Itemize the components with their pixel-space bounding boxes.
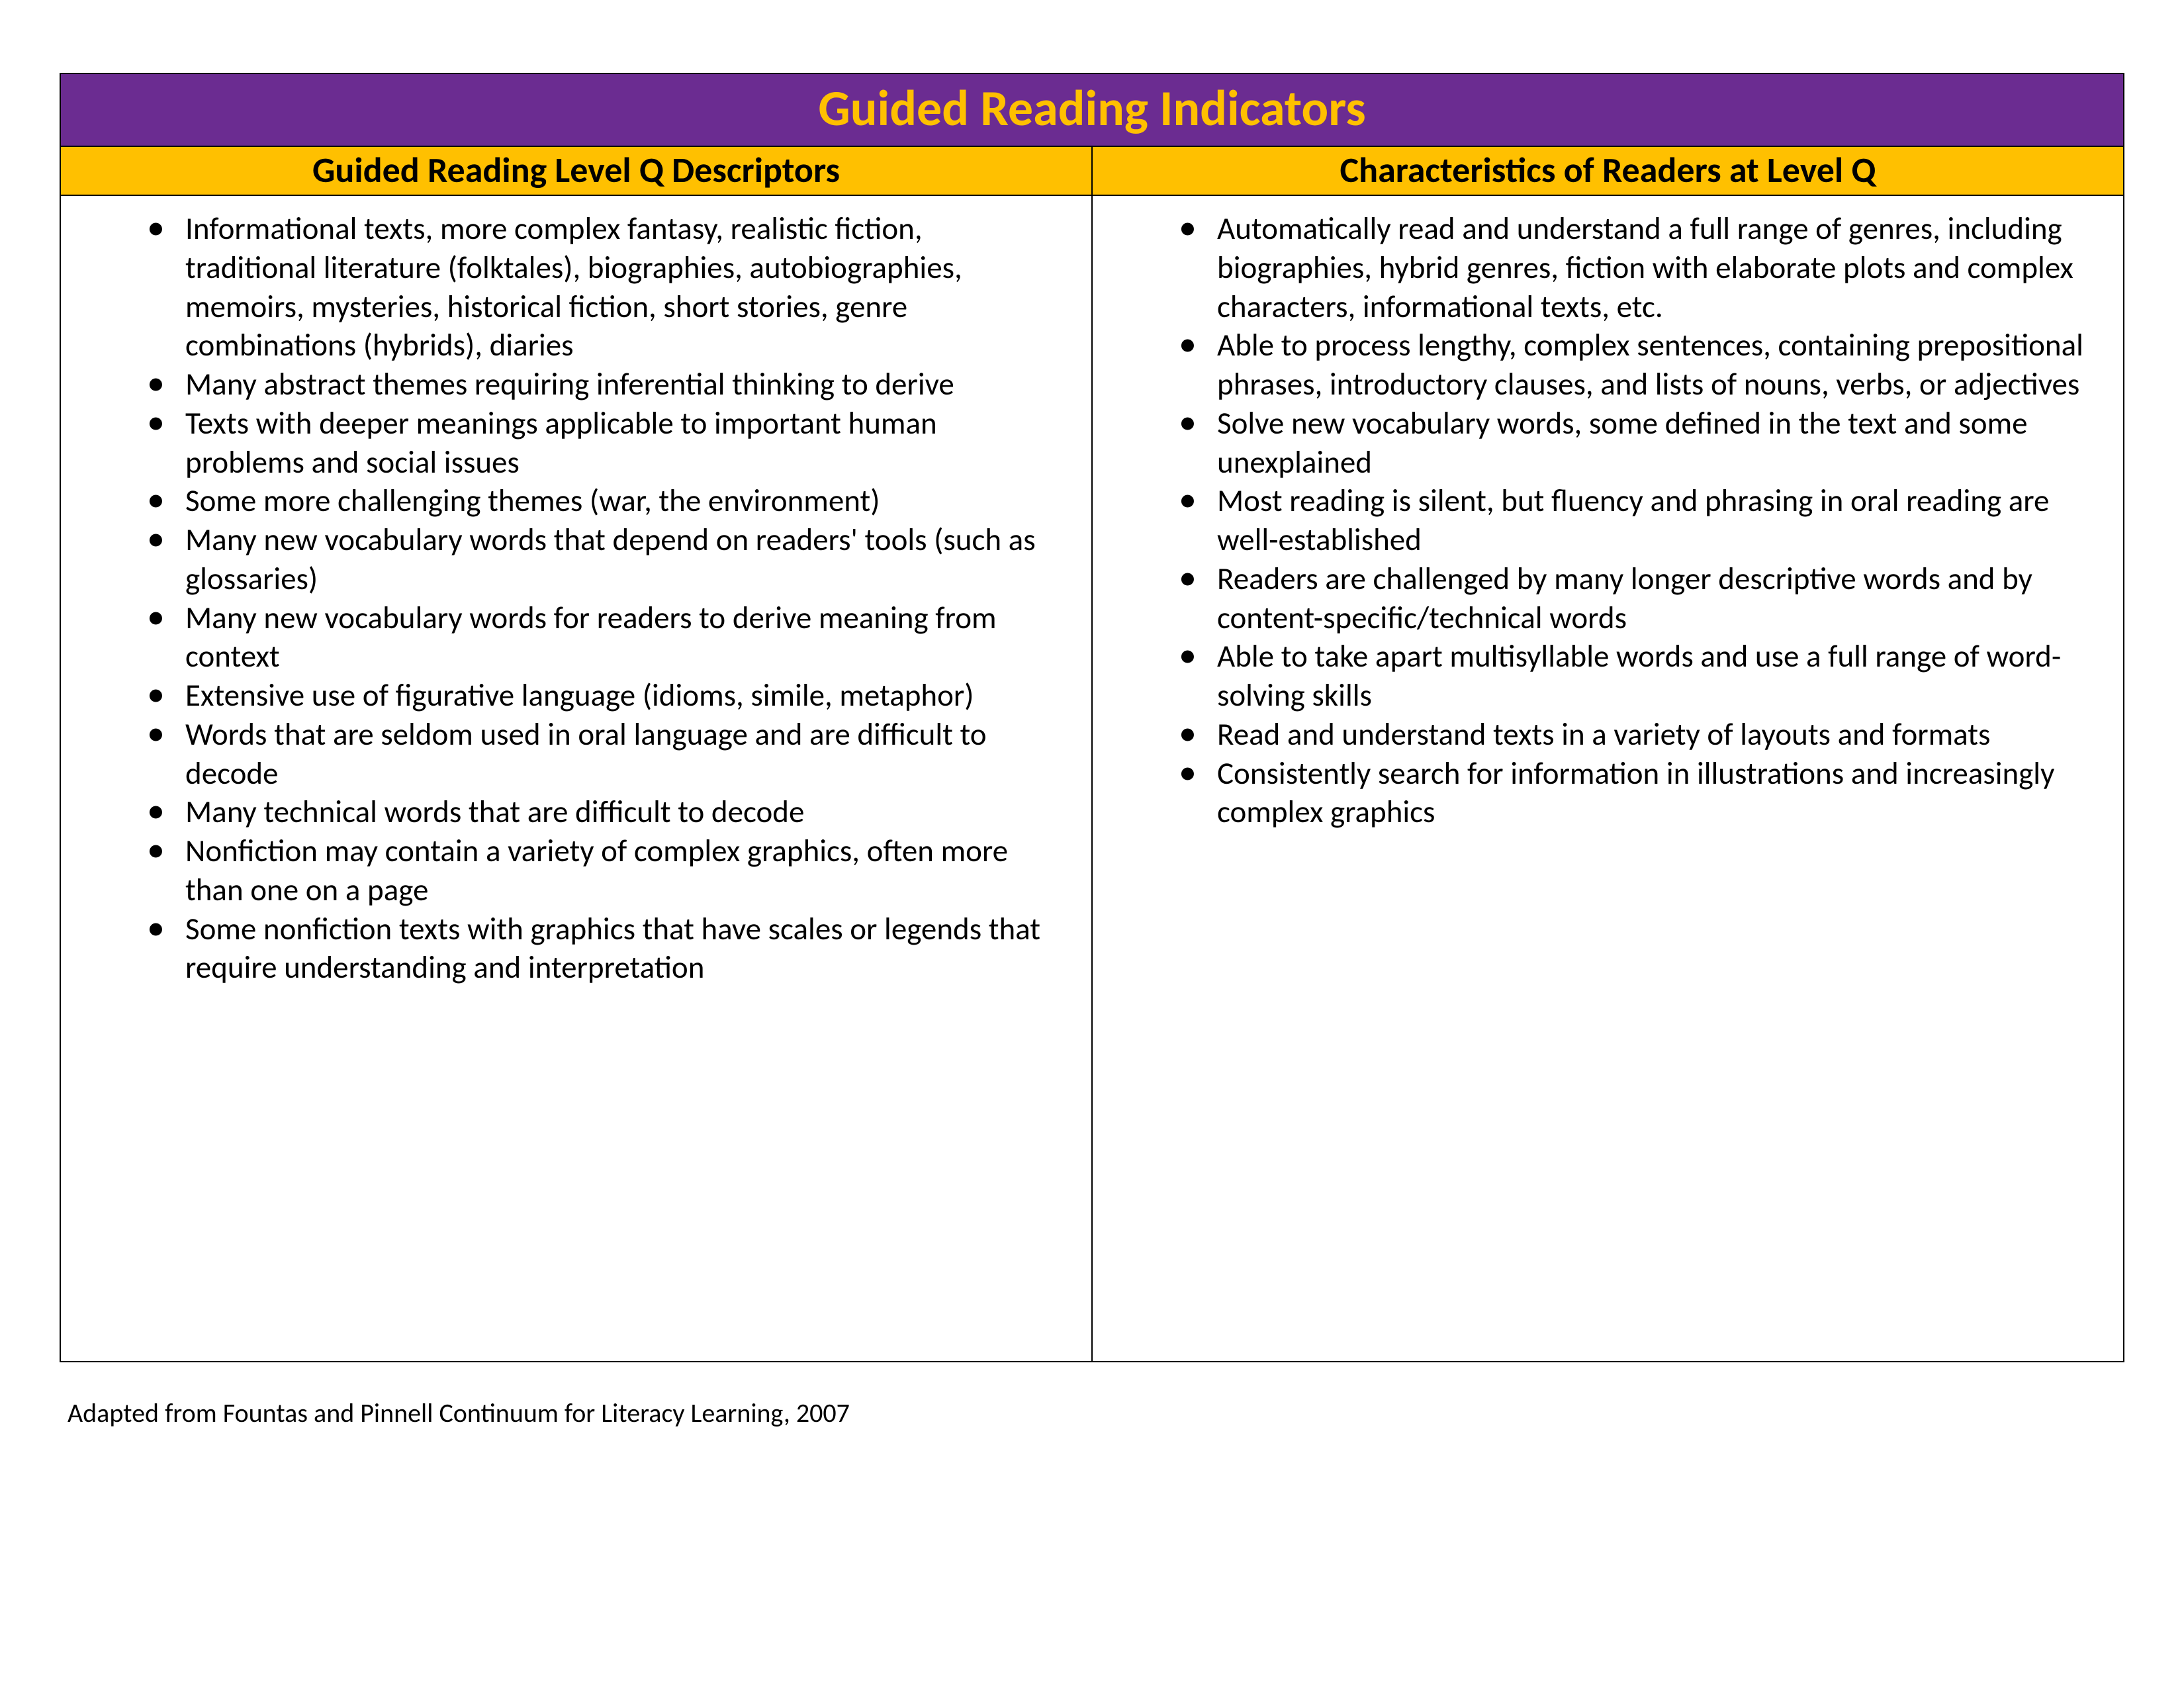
list-item: Read and understand texts in a variety o… bbox=[1179, 715, 2103, 754]
list-item: Some more challenging themes (war, the e… bbox=[147, 481, 1071, 520]
list-item: Extensive use of figurative language (id… bbox=[147, 676, 1071, 715]
subheader-row: Guided Reading Level Q Descriptors Chara… bbox=[61, 147, 2123, 196]
indicators-table: Guided Reading Indicators Guided Reading… bbox=[60, 73, 2124, 1362]
list-item: Informational texts, more complex fantas… bbox=[147, 209, 1071, 365]
content-row: Informational texts, more complex fantas… bbox=[61, 196, 2123, 1361]
list-item: Nonfiction may contain a variety of comp… bbox=[147, 831, 1071, 910]
characteristics-cell: Automatically read and understand a full… bbox=[1093, 196, 2123, 1361]
list-item: Texts with deeper meanings applicable to… bbox=[147, 404, 1071, 482]
table-title-bar: Guided Reading Indicators bbox=[61, 74, 2123, 147]
column-header-right: Characteristics of Readers at Level Q bbox=[1093, 147, 2123, 195]
list-item: Able to take apart multisyllable words a… bbox=[1179, 637, 2103, 715]
descriptors-cell: Informational texts, more complex fantas… bbox=[61, 196, 1093, 1361]
list-item: Many abstract themes requiring inferenti… bbox=[147, 365, 1071, 404]
list-item: Able to process lengthy, complex sentenc… bbox=[1179, 326, 2103, 404]
list-item: Most reading is silent, but fluency and … bbox=[1179, 481, 2103, 559]
descriptors-list: Informational texts, more complex fantas… bbox=[81, 209, 1071, 987]
footer-attribution: Adapted from Fountas and Pinnell Continu… bbox=[60, 1397, 2124, 1429]
list-item: Words that are seldom used in oral langu… bbox=[147, 715, 1071, 793]
characteristics-list: Automatically read and understand a full… bbox=[1113, 209, 2103, 831]
list-item: Automatically read and understand a full… bbox=[1179, 209, 2103, 326]
list-item: Solve new vocabulary words, some defined… bbox=[1179, 404, 2103, 482]
list-item: Many new vocabulary words for readers to… bbox=[147, 598, 1071, 677]
list-item: Readers are challenged by many longer de… bbox=[1179, 559, 2103, 637]
list-item: Some nonfiction texts with graphics that… bbox=[147, 910, 1071, 988]
list-item: Many technical words that are difficult … bbox=[147, 792, 1071, 831]
list-item: Many new vocabulary words that depend on… bbox=[147, 520, 1071, 598]
table-title: Guided Reading Indicators bbox=[818, 78, 1365, 139]
column-header-left: Guided Reading Level Q Descriptors bbox=[61, 147, 1093, 195]
list-item: Consistently search for information in i… bbox=[1179, 754, 2103, 832]
